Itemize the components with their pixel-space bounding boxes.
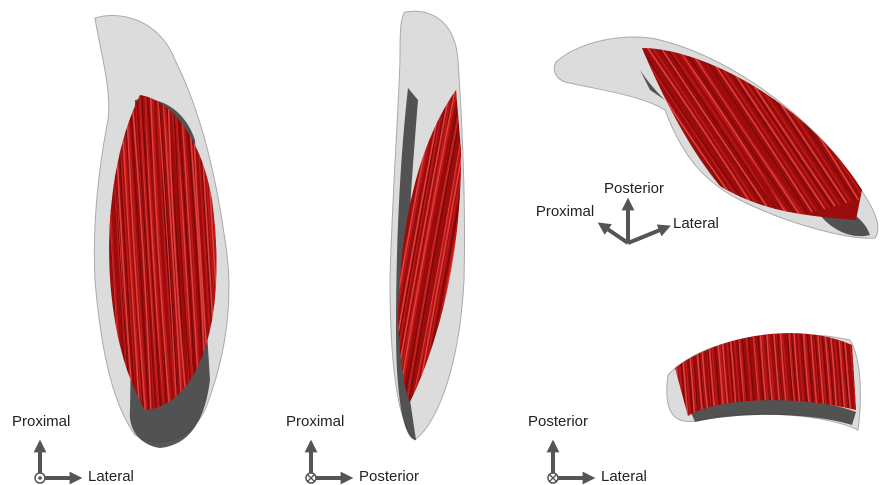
fiber xyxy=(461,80,521,410)
axis-label: Lateral xyxy=(601,468,647,485)
fiber xyxy=(864,0,883,164)
axis-label: Lateral xyxy=(673,215,719,232)
view-front xyxy=(89,15,249,448)
fiber xyxy=(860,0,883,165)
axis-label: Proximal xyxy=(286,413,344,430)
fiber xyxy=(847,0,883,168)
axis-label: Posterior xyxy=(359,468,419,485)
axes-1: Proximal Lateral xyxy=(12,413,134,485)
axis-label: Proximal xyxy=(12,413,70,430)
fiber xyxy=(832,0,883,172)
axis-arrow xyxy=(603,226,628,243)
fiber xyxy=(461,80,521,410)
fiber xyxy=(227,90,247,420)
axis-arrow xyxy=(628,228,665,243)
fiber xyxy=(468,80,528,410)
fiber xyxy=(877,0,883,161)
fiber xyxy=(225,90,245,420)
fiber xyxy=(843,0,883,169)
fiber xyxy=(457,80,517,410)
fiber xyxy=(853,0,883,167)
fiber xyxy=(465,80,525,410)
axis-label: Lateral xyxy=(88,468,134,485)
fiber xyxy=(228,90,248,420)
view-axial xyxy=(667,320,870,430)
fiber xyxy=(827,0,883,173)
axes-2: Proximal Posterior xyxy=(286,413,419,485)
fiber xyxy=(457,80,517,410)
fiber xyxy=(836,0,883,171)
fiber xyxy=(871,0,883,162)
view-oblique: Posterior Proximal Lateral xyxy=(536,0,883,243)
fiber xyxy=(467,80,527,410)
fiber xyxy=(862,320,870,420)
axis-label: Posterior xyxy=(528,413,588,430)
figure: Posterior Proximal Lateral Proximal Late… xyxy=(0,0,883,485)
fiber xyxy=(841,0,883,170)
axis-out-symbol xyxy=(38,476,42,480)
view-side xyxy=(379,11,529,440)
fiber xyxy=(824,0,883,174)
fiber xyxy=(869,0,883,163)
fiber xyxy=(857,0,883,166)
axis-label: Proximal xyxy=(536,203,594,220)
axis-label: Posterior xyxy=(604,180,664,197)
axes-3: Posterior Lateral xyxy=(528,413,647,485)
